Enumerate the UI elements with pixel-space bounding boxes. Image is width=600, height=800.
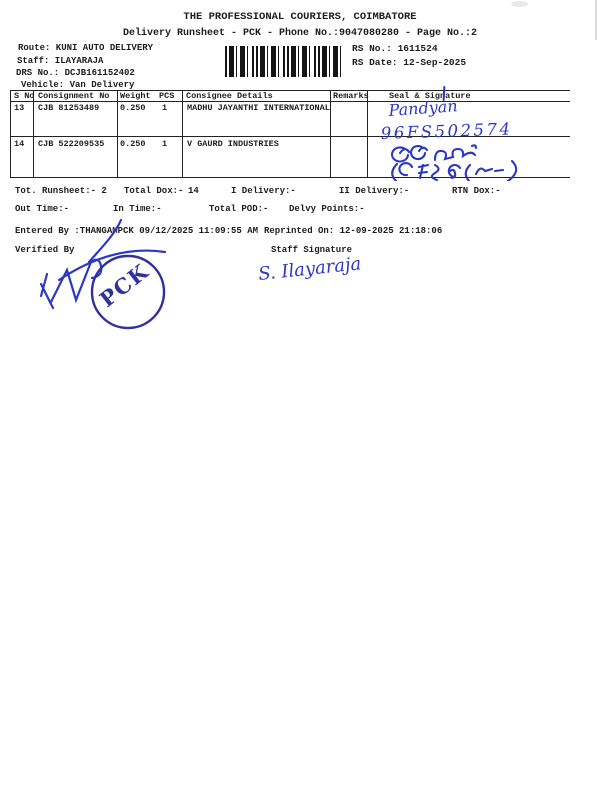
out-time: Out Time:-: [15, 204, 70, 214]
vehicle-line: Vehicle: Van Delivery: [21, 80, 135, 90]
table-border: [367, 90, 368, 177]
rtn-dox: RTN Dox:-: [452, 186, 501, 196]
table-border: [10, 90, 570, 91]
row1-signature-number: 96FS502574: [380, 119, 512, 143]
consignee-signatures-handwriting: Pandyan 96FS502574: [380, 96, 518, 181]
stamp-circle: [90, 254, 166, 330]
rs-date-line: RS Date: 12-Sep-2025: [352, 57, 467, 68]
i-delivery: I Delivery:-: [231, 186, 296, 196]
col-header-pcs: PCS: [159, 91, 175, 101]
col-header-consignee: Consignee Details: [186, 91, 273, 101]
cell-weight: 0.250: [120, 103, 146, 113]
staff-line: Staff: ILAYARAJA: [17, 56, 104, 66]
col-header-remarks: Remarks: [333, 91, 369, 101]
verified-by-scribble-handwriting: [39, 218, 167, 310]
scan-edge-mark: [595, 0, 597, 40]
cell-pcs: 1: [162, 139, 168, 149]
cell-consignee: V GAURD INDUSTRIES: [187, 139, 279, 149]
delvy-points: Delvy Points:-: [289, 204, 365, 214]
table-border: [10, 177, 570, 178]
staff-signature-text: S. Ilayaraja: [257, 253, 362, 285]
page-title: THE PROFESSIONAL COURIERS, COIMBATORE: [183, 11, 417, 23]
ii-delivery: II Delivery:-: [339, 186, 410, 196]
row1-signature-name: Pandyan: [387, 96, 458, 120]
verified-by-label: Verified By: [15, 245, 75, 255]
staff-signature-handwriting: S. Ilayaraja: [257, 253, 362, 285]
drs-no-line: DRS No.: DCJB161152402: [16, 68, 135, 78]
verified-by-signature-and-stamp: PCK: [39, 218, 167, 330]
route-line: Route: KUNI AUTO DELIVERY: [18, 43, 154, 53]
table-border: [117, 90, 118, 177]
reprinted-on: Reprinted On: 12-09-2025 21:18:06: [264, 226, 443, 236]
col-header-weight: Weight: [120, 91, 151, 101]
scan-smudge: [511, 1, 528, 7]
row2-tamil-signature-handwriting: [390, 144, 518, 181]
col-header-consignment: Consignment No: [38, 91, 110, 101]
col-header-seal-signature: Seal & Signature: [389, 91, 471, 101]
total-runsheet: Tot. Runsheet:- 2: [15, 186, 107, 196]
table-border: [182, 90, 183, 177]
runsheet-barcode-icon: [225, 46, 343, 77]
page-subtitle: Delivery Runsheet - PCK - Phone No.:9047…: [122, 28, 478, 39]
entered-by: Entered By :THANGAMPCK 09/12/2025 11:09:…: [15, 226, 259, 236]
total-pod: Total POD:-: [209, 204, 269, 214]
rs-no-line: RS No.: 1611524: [352, 43, 438, 54]
cell-consignment: CJB 522209535: [38, 139, 105, 149]
col-header-s-no: S No: [14, 91, 35, 101]
pck-round-stamp: PCK: [90, 254, 166, 330]
table-border: [10, 101, 570, 102]
table-border: [10, 90, 11, 177]
cell-s-no: 13: [14, 103, 25, 113]
table-border: [10, 136, 570, 137]
staff-signature-label: Staff Signature: [271, 245, 353, 255]
total-dox-value: 14: [188, 186, 199, 196]
table-border: [330, 90, 331, 177]
total-dox-label: Total Dox:-: [124, 186, 184, 196]
in-time: In Time:-: [113, 204, 162, 214]
cell-consignment: CJB 81253489: [38, 103, 100, 113]
cell-consignee: MADHU JAYANTHI INTERNATIONAL: [187, 103, 330, 113]
cell-pcs: 1: [162, 103, 168, 113]
table-border: [33, 90, 34, 177]
cell-weight: 0.250: [120, 139, 146, 149]
cell-s-no: 14: [14, 139, 25, 149]
